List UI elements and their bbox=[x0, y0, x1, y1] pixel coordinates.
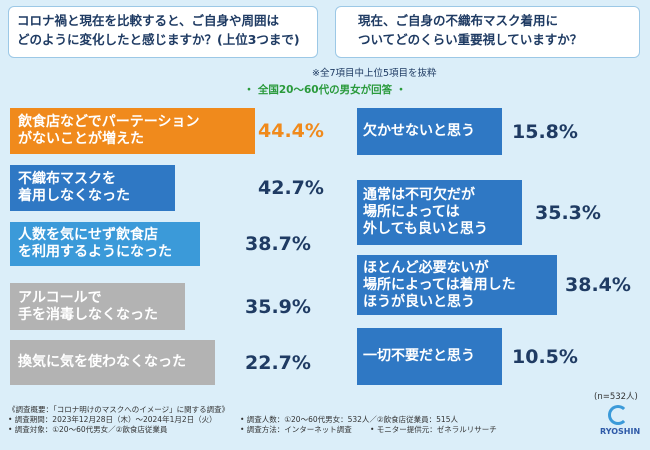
bar-label-line: 不織布マスクを bbox=[18, 171, 116, 187]
bar-label-line: 換気に気を使わなくなった bbox=[18, 354, 186, 370]
footer-line: • 調査人数：①20〜60代男女：532人／②飲食店従業員：515人 bbox=[240, 415, 458, 424]
footer-line: • 調査対象：①20〜60代男女／②飲食店従業員 bbox=[8, 425, 168, 434]
bar-label-line: 欠かせないと思う bbox=[363, 123, 475, 139]
bar-label-line: 通常は不可欠だが bbox=[363, 187, 475, 203]
footer-line: 《調査概要：「コロナ明けのマスクへのイメージ」に関する調査》 bbox=[8, 405, 230, 414]
bar: 飲食店などでパーテーション がないことが増えた bbox=[10, 108, 255, 154]
right-header: 現在、ご自身の不織布マスク着用についてどのくらい重要視していますか？ bbox=[335, 6, 640, 58]
bar-label-line: 着用しなくなった bbox=[18, 188, 130, 204]
header-line: コロナ禍と現在を比較すると、ご自身や周囲は bbox=[17, 13, 280, 28]
value-label: 38.7% bbox=[245, 233, 311, 255]
header-line: 現在、ご自身の不織布マスク着用に bbox=[358, 13, 559, 28]
bar: 欠かせないと思う bbox=[357, 108, 502, 155]
bar-label-line: 場所によっては着用した bbox=[363, 276, 516, 293]
banner: ・ 全国20〜60代の男女が回答 ・ bbox=[243, 84, 407, 96]
bar: 一切不要だと思う bbox=[357, 328, 502, 385]
header-line: どのように変化したと感じますか？(上位3つまで) bbox=[17, 32, 300, 47]
bar: アルコールで 手を消毒しなくなった bbox=[10, 283, 185, 330]
left-header: コロナ禍と現在を比較すると、ご自身や周囲はどのように変化したと感じますか？(上位… bbox=[8, 6, 318, 58]
bar-label-line: 外しても良いと思う bbox=[363, 221, 488, 237]
header-line: ついてどのくらい重要視していますか？ bbox=[358, 32, 583, 47]
value-label: 35.3% bbox=[535, 201, 601, 224]
footer-line: • モニター提供元：ゼネラルリサーチ bbox=[370, 425, 497, 434]
bar-label-line: を利用するようになった bbox=[18, 244, 172, 260]
bar-label-line: 一切不要だと思う bbox=[363, 348, 475, 364]
value-label: 35.9% bbox=[245, 295, 311, 318]
value-label: 10.5% bbox=[512, 345, 578, 368]
logo: RYOSHIN bbox=[600, 427, 641, 436]
note: ※全7項目中上位5項目を抜粋 bbox=[312, 68, 437, 79]
value-label: 38.4% bbox=[565, 274, 631, 296]
bar-label-line: 手を消毒しなくなった bbox=[18, 306, 158, 323]
bar-label-line: ほとんど必要ないが bbox=[363, 259, 489, 276]
bar-label-line: 場所によっては bbox=[363, 204, 460, 220]
bar-label-line: 人数を気にせず飲食店 bbox=[18, 227, 158, 243]
bar-label-line: アルコールで bbox=[18, 289, 102, 306]
footer-line: • 調査期間：2023年12月28日（木）～2024年1月2日（火） bbox=[8, 415, 217, 424]
bar: 通常は不可欠だが 場所によっては 外しても良いと思う bbox=[357, 180, 522, 245]
logo-mark bbox=[608, 405, 628, 425]
footer-line: • 調査方法：インターネット調査 bbox=[240, 425, 352, 434]
value-label: 44.4% bbox=[258, 120, 324, 142]
bar: 人数を気にせず飲食店 を利用するようになった bbox=[10, 222, 200, 266]
bar: ほとんど必要ないが 場所によっては着用した ほうが良いと思う bbox=[357, 255, 557, 315]
bar-label-line: 飲食店などでパーテーション bbox=[18, 114, 200, 130]
value-label: 42.7% bbox=[258, 177, 324, 199]
value-label: 22.7% bbox=[245, 351, 311, 374]
bar: 換気に気を使わなくなった bbox=[10, 340, 215, 385]
bar-label-line: ほうが良いと思う bbox=[363, 293, 475, 310]
value-label: 15.8% bbox=[512, 120, 578, 143]
sample-size: (n=532人) bbox=[594, 392, 638, 402]
bar-label-line: がないことが増えた bbox=[18, 131, 144, 147]
bar: 不織布マスクを 着用しなくなった bbox=[10, 165, 175, 211]
